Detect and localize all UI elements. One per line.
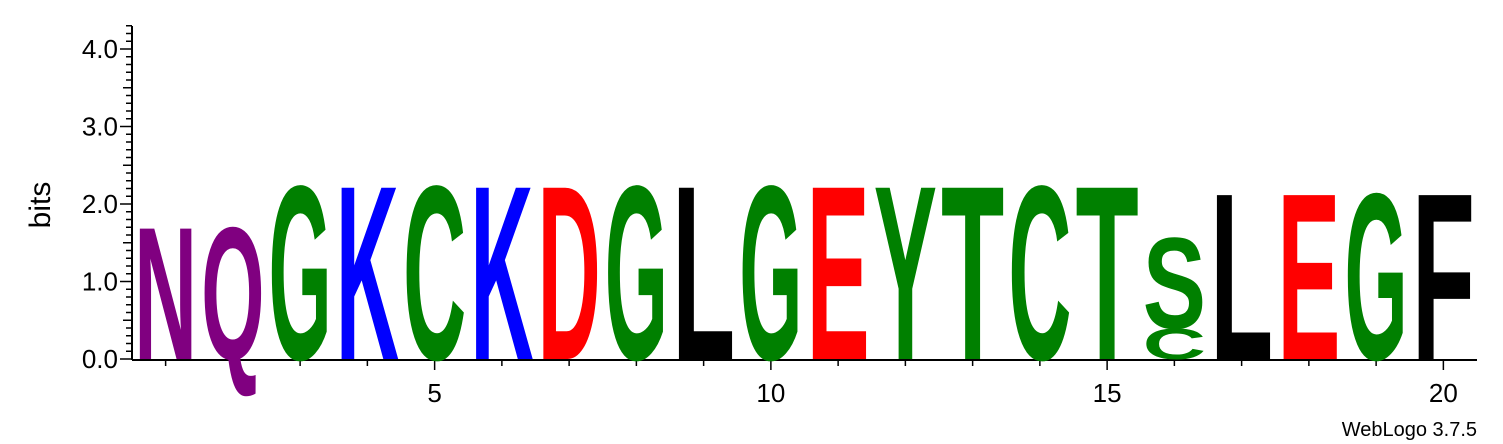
logo-letter-Q: Q: [201, 187, 264, 399]
y-tick-label: 3.0: [82, 112, 118, 142]
axes: 0.0 1.0 2.0 3.0 4.0 5 10 15 20: [82, 25, 1477, 408]
logo-letter-glyph: C: [1143, 320, 1206, 369]
logo-letter-C: C: [1008, 134, 1071, 413]
logo-letter-glyph: G: [1345, 144, 1408, 410]
logo-letter-G: G: [269, 134, 332, 412]
logo-letter-K: K: [336, 134, 399, 413]
x-tick-label: 10: [756, 378, 785, 408]
logo-letter-glyph: S: [1143, 211, 1206, 356]
y-tick-label: 1.0: [82, 267, 118, 297]
y-tick-label: 4.0: [82, 34, 118, 64]
logo-letter-K: K: [470, 134, 533, 413]
logo-letter-G: G: [739, 134, 802, 412]
logo-letter-glyph: Q: [201, 187, 264, 399]
logo-letter-glyph: T: [941, 134, 1004, 412]
logo-letter-glyph: Y: [874, 133, 937, 412]
x-tick-label: 5: [427, 378, 441, 408]
y-tick-label: 2.0: [82, 189, 118, 219]
logo-letter-G: G: [605, 134, 668, 412]
logo-letter-glyph: T: [1076, 134, 1139, 412]
logo-letters: N Q G K C K D G L G E Y T C T CS L E G F: [134, 133, 1475, 413]
logo-letter-glyph: L: [672, 134, 735, 412]
logo-letter-glyph: K: [336, 134, 399, 413]
logo-letter-L: L: [672, 134, 735, 412]
logo-letter-glyph: E: [1277, 145, 1340, 410]
logo-letter-glyph: E: [807, 133, 870, 412]
logo-letter-T: T: [941, 134, 1004, 412]
logo-letter-L: L: [1210, 144, 1273, 410]
logo-letter-N: N: [134, 188, 197, 400]
logo-letter-E: E: [1277, 145, 1340, 410]
logo-letter-S: S: [1143, 211, 1206, 356]
logo-letter-C: C: [1143, 320, 1206, 369]
logo-letter-C: C: [403, 134, 466, 413]
y-axis-label: bits: [24, 182, 57, 229]
logo-letter-G: G: [1345, 144, 1408, 410]
logo-letter-Y: Y: [874, 133, 937, 412]
y-tick-label: 0.0: [82, 344, 118, 374]
logo-letter-E: E: [807, 133, 870, 412]
logo-letter-glyph: C: [403, 134, 466, 413]
logo-letter-glyph: G: [739, 134, 802, 412]
logo-letter-glyph: N: [134, 188, 197, 400]
logo-letter-glyph: K: [470, 134, 533, 413]
logo-letter-glyph: C: [1008, 134, 1071, 413]
weblogo-credit: WebLogo 3.7.5: [1342, 419, 1477, 441]
logo-letter-glyph: F: [1412, 144, 1475, 410]
x-tick-label: 15: [1093, 378, 1122, 408]
logo-letter-glyph: L: [1210, 144, 1273, 410]
logo-letter-F: F: [1412, 144, 1475, 410]
logo-letter-glyph: G: [269, 134, 332, 412]
logo-letter-D: D: [538, 134, 601, 413]
logo-letter-T: T: [1076, 134, 1139, 412]
logo-letter-glyph: G: [605, 134, 668, 412]
logo-letter-glyph: D: [538, 134, 601, 413]
x-tick-label: 20: [1429, 378, 1458, 408]
